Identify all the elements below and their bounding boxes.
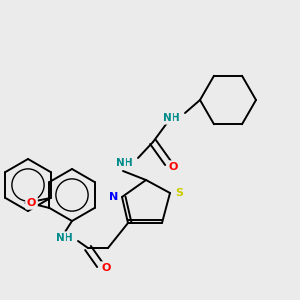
Text: O: O bbox=[168, 162, 178, 172]
Text: N: N bbox=[163, 113, 171, 123]
Text: H: H bbox=[124, 158, 132, 168]
Text: N: N bbox=[116, 158, 124, 168]
Text: S: S bbox=[175, 188, 183, 198]
Text: H: H bbox=[171, 113, 179, 123]
Text: N: N bbox=[110, 192, 118, 202]
Text: O: O bbox=[101, 263, 111, 273]
Text: O: O bbox=[27, 198, 36, 208]
Text: N: N bbox=[56, 233, 64, 243]
Text: H: H bbox=[64, 233, 72, 243]
